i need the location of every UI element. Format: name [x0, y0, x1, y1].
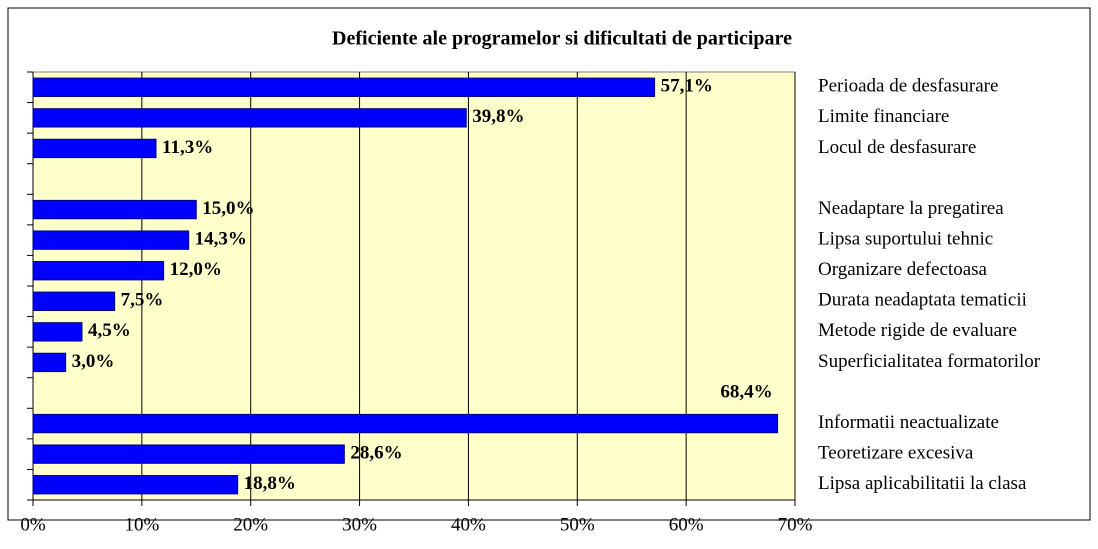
bar [32, 322, 83, 342]
bar [32, 352, 67, 373]
category-label: Superficialitatea formatorilor [818, 351, 1041, 372]
value-label: 12,0% [170, 259, 222, 280]
bar [32, 199, 197, 220]
bar [32, 138, 157, 159]
value-label: 7,5% [121, 290, 164, 311]
value-label: 28,6% [350, 443, 402, 464]
value-label: 68,4% [720, 381, 772, 402]
bar [32, 77, 656, 97]
x-tick-label: 70% [778, 514, 813, 535]
x-tick-label: 10% [124, 514, 159, 535]
bar [32, 475, 239, 495]
category-label: Organizare defectoasa [818, 259, 988, 280]
value-label: 57,1% [661, 76, 713, 97]
chart-title: Deficiente ale programelor si dificultat… [332, 28, 792, 50]
category-label: Locul de desfasurare [818, 137, 976, 158]
bar [32, 413, 779, 434]
x-tick-label: 60% [669, 514, 704, 535]
category-label: Durata neadaptata tematicii [818, 290, 1027, 311]
value-label: 4,5% [88, 320, 131, 341]
bar [32, 291, 116, 311]
bar [32, 261, 165, 281]
value-label: 18,8% [244, 473, 296, 494]
x-tick-label: 0% [20, 514, 46, 535]
value-label: 3,0% [72, 351, 115, 372]
x-tick-label: 40% [451, 514, 486, 535]
plot-area [32, 71, 796, 501]
category-label: Perioada de desfasurare [818, 76, 998, 97]
value-label: 11,3% [162, 137, 213, 158]
x-tick-label: 20% [233, 514, 268, 535]
category-label: Informatii neactualizate [818, 412, 999, 433]
category-label: Neadaptare la pregatirea [818, 198, 1004, 219]
value-label: 15,0% [202, 198, 254, 219]
bar [32, 230, 190, 250]
category-label: Teoretizare excesiva [818, 443, 974, 464]
category-label: Limite financiare [818, 106, 949, 127]
value-label: 39,8% [472, 106, 524, 127]
bar [32, 444, 345, 464]
category-label: Lipsa aplicabilitatii la clasa [818, 473, 1027, 494]
category-label: Metode rigide de evaluare [818, 320, 1017, 341]
value-label: 14,3% [195, 229, 247, 250]
x-tick-label: 30% [342, 514, 377, 535]
category-label: Lipsa suportului tehnic [818, 229, 993, 250]
x-tick-label: 50% [560, 514, 595, 535]
bar [32, 108, 467, 128]
